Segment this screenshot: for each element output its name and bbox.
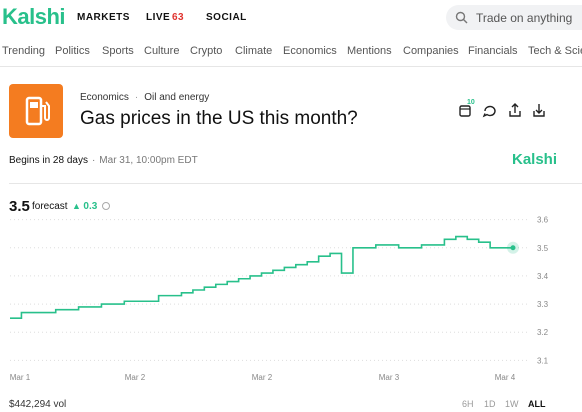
action-icons: 10 (459, 99, 545, 118)
x-tick-label: Mar 1 (10, 373, 31, 382)
category-link[interactable]: Culture (144, 45, 180, 57)
range-button[interactable]: 6H (462, 399, 474, 409)
forecast-label: forecast (32, 201, 68, 212)
category-link[interactable]: Mentions (347, 45, 392, 57)
calendar-icon[interactable] (459, 105, 471, 117)
x-tick-label: Mar 3 (379, 373, 400, 382)
schedule: Begins in 28 days · Mar 31, 10:00pm EDT (9, 155, 198, 166)
forecast-value: 3.5 (9, 198, 30, 215)
nav-link[interactable]: MARKETS (77, 12, 130, 23)
divider (0, 66, 582, 67)
live-count: 63 (172, 12, 185, 23)
y-tick-label: 3.3 (537, 300, 549, 309)
logo[interactable]: Kalshi (2, 4, 66, 29)
y-tick-label: 3.2 (537, 328, 549, 337)
category-link[interactable]: Tech & Science (528, 45, 582, 57)
fuel-icon (25, 96, 50, 126)
y-tick-label: 3.1 (537, 356, 549, 365)
info-icon[interactable] (101, 201, 111, 211)
date: Mar 31, 10:00pm EDT (99, 155, 198, 166)
search-icon (455, 11, 468, 24)
x-tick-label: Mar 2 (252, 373, 273, 382)
download-icon[interactable] (533, 104, 545, 117)
category-link[interactable]: Companies (403, 45, 459, 57)
calendar-badge: 10 (467, 99, 475, 106)
x-tick-label: Mar 2 (125, 373, 146, 382)
x-tick-label: Mar 4 (495, 373, 516, 382)
category-link[interactable]: Politics (55, 45, 90, 57)
divider (9, 183, 582, 184)
category-link[interactable]: Sports (102, 45, 134, 57)
y-tick-label: 3.5 (537, 244, 549, 253)
begins: Begins in 28 days (9, 155, 88, 166)
breadcrumb: Economics · Oil and energy (80, 92, 210, 103)
category-link[interactable]: Financials (468, 45, 518, 57)
category-link[interactable]: Crypto (190, 45, 223, 57)
share-icon[interactable] (509, 103, 521, 117)
range-button[interactable]: 1W (505, 399, 519, 409)
last-point (510, 245, 516, 251)
change-value: 0.3 (83, 201, 98, 212)
category-link[interactable]: Economics (283, 45, 337, 57)
search-placeholder: Trade on anything (476, 11, 573, 25)
forecast-change: ▲ 0.3 (72, 201, 98, 212)
comment-icon[interactable] (482, 105, 496, 118)
range-button[interactable]: 1D (484, 399, 496, 409)
nav-link[interactable]: LIVE (146, 12, 171, 23)
nav-link[interactable]: SOCIAL (206, 12, 247, 23)
range-button[interactable]: ALL (528, 399, 546, 409)
chart: 3.1 3.2 3.3 3.4 3.5 3.6 Mar 1 Mar 2 Mar 2 Mar 3 Ma… (10, 216, 549, 382)
search-box[interactable]: Trade on anything (446, 5, 582, 30)
brand: Kalshi (512, 151, 558, 168)
breadcrumb-item[interactable]: Economics (80, 92, 129, 103)
market-icon (9, 84, 63, 138)
y-tick-label: 3.4 (537, 272, 549, 281)
category-link[interactable]: Trending (2, 45, 46, 57)
y-tick-label: 3.6 (537, 216, 549, 225)
breadcrumb-item[interactable]: Oil and energy (144, 92, 210, 103)
volume: $442,294 vol (9, 399, 67, 410)
market-title: Gas prices in the US this month? (80, 108, 358, 129)
category-link[interactable]: Climate (235, 45, 273, 57)
price-line (10, 235, 513, 319)
